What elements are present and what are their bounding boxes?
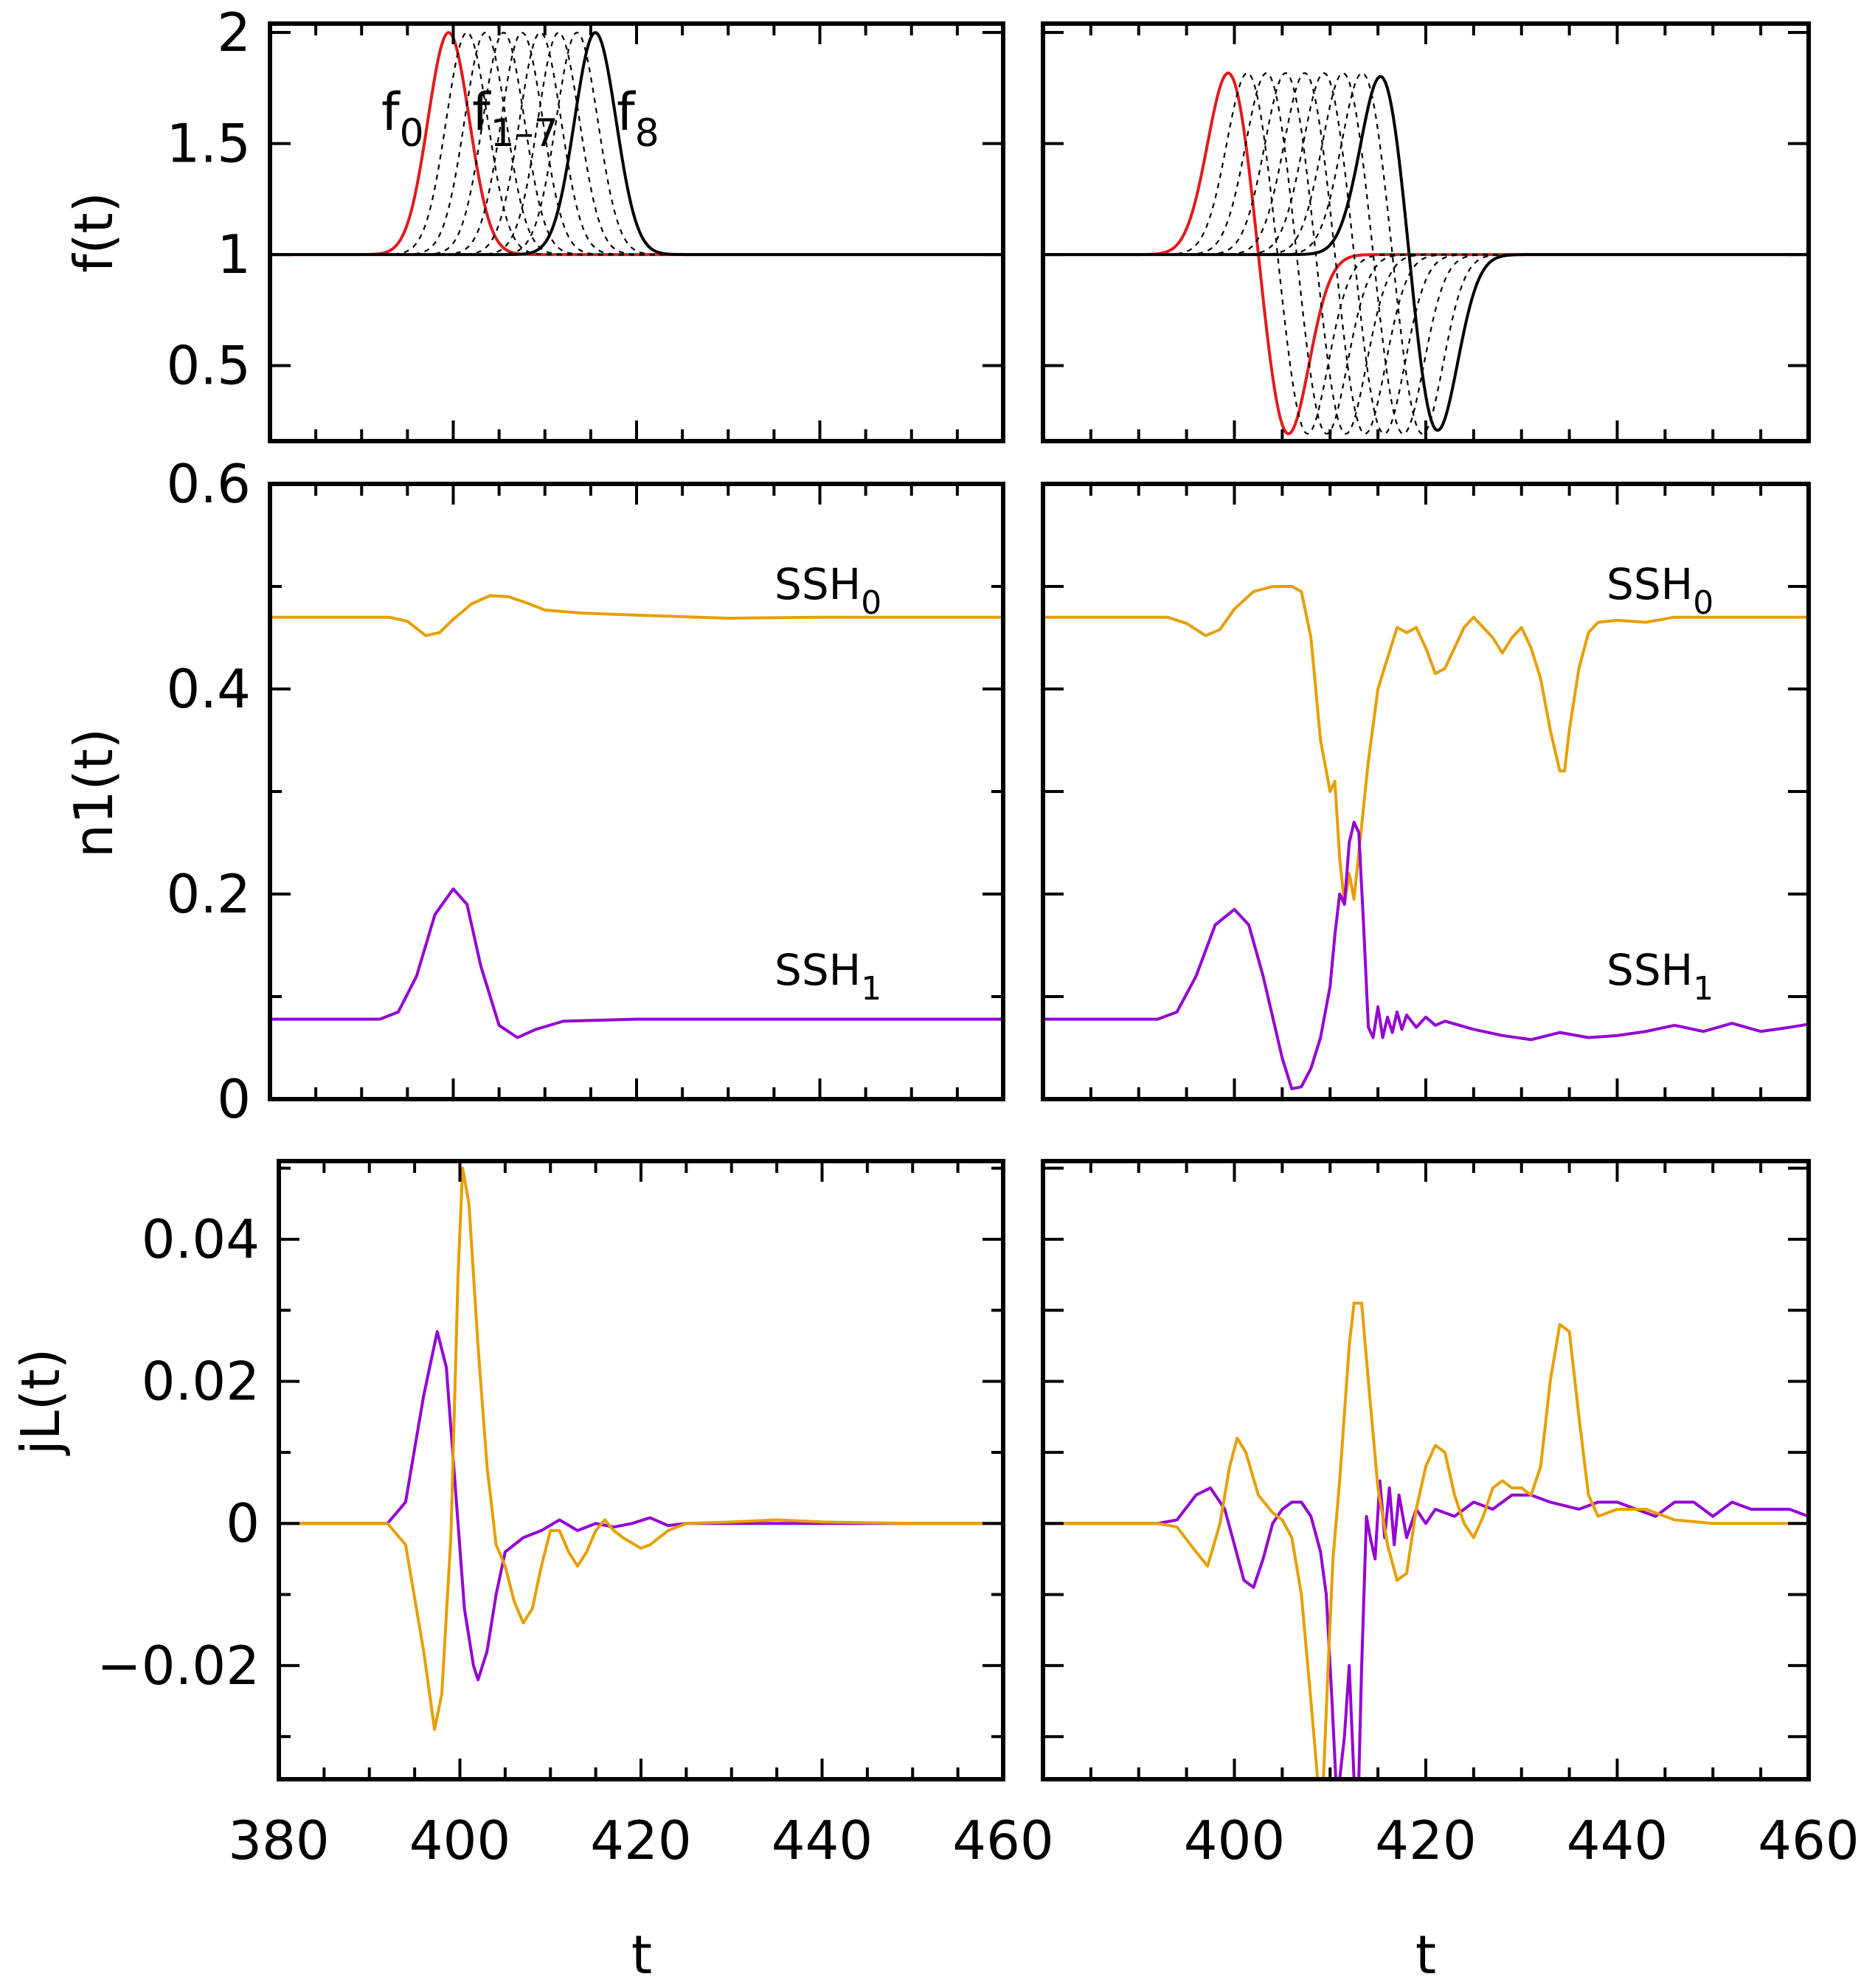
xtick-label-420-jL-left: 420 [590,1809,691,1871]
series-f8-f-left [270,31,1003,257]
ytick-label--0.02-jL-left: −0.02 [97,1635,260,1697]
panel-f-left: 0.5 1 1.5 2 [166,1,1005,443]
ytick-label-0.6-n1-left: 0.6 [166,453,251,515]
series-SSH0-n1-left [270,594,1003,637]
xtick-label-460-jL-left: 460 [952,1809,1053,1871]
xtick-label-440-jL-right: 440 [1567,1809,1668,1871]
panel-jL-left: 380 400 420 440 460 −0.02 0 0.02 0.04 [97,1159,1054,1871]
series-SSH1-jL-left [279,1330,1003,1682]
panel-n1-right [1041,482,1811,1101]
panel-f-right [1041,21,1811,443]
ssh0-label-left: SSH0 [774,559,881,622]
ytick-label-0.2-n1-left: 0.2 [166,863,251,925]
series-SSH0-n1-right [1043,585,1809,906]
ytick-label-0.5-f-left: 0.5 [166,335,251,397]
series-group-f-right [1043,72,1809,436]
xlabel-left: t [631,1924,652,1986]
ytick-label-1.5-f-left: 1.5 [166,113,251,175]
panel-jL-right: 400 420 440 460 [1041,1159,1860,1871]
xtick-label-400-jL-right: 400 [1184,1809,1285,1871]
ytick-label-0.02-jL-left: 0.02 [142,1351,260,1413]
ytick-label-0-jL-left: 0 [226,1492,260,1554]
ytick-label-2-f-left: 2 [217,1,251,63]
ssh0-label-right: SSH0 [1607,559,1713,622]
ytick-label-1-f-left: 1 [217,224,251,285]
series-group-n1-right [1043,585,1809,1091]
ylabel-f: f(t) [63,192,125,273]
xtick-label-440-jL-left: 440 [772,1809,873,1871]
ytick-label-0.04-jL-left: 0.04 [142,1208,260,1270]
series-group-jL-right [1043,1301,1809,1779]
series-group-f-left [270,31,1003,257]
ytick-label-0.4-n1-left: 0.4 [166,658,251,720]
series-group-jL-left [279,1166,1003,1731]
ssh1-label-left: SSH1 [774,945,881,1008]
series-SSH0-jL-right [1043,1301,1809,1779]
xlabel-right: t [1415,1924,1436,1986]
series-SSH1-n1-left [270,887,1003,1039]
series-SSH0-jL-left [279,1166,1003,1731]
xtick-label-380-jL-left: 380 [228,1809,329,1871]
series-f8-f-right [1043,75,1809,432]
ylabel-jL: jL(t) [10,1348,72,1457]
ytick-label-0-n1-left: 0 [217,1068,251,1130]
xtick-label-400-jL-left: 400 [409,1809,510,1871]
ssh1-label-right: SSH1 [1607,945,1713,1008]
f0-label: f0 [381,82,424,156]
f8-label: f8 [617,82,659,156]
series-group-n1-left [270,594,1003,1039]
panel-n1-left: 0 0.2 0.4 0.6 [166,453,1005,1130]
series-SSH1-n1-right [1043,820,1809,1091]
ylabel-n1: n1(t) [63,728,125,858]
xtick-label-460-jL-right: 460 [1758,1809,1859,1871]
f1-7-label: f1–7 [472,82,558,156]
xtick-label-420-jL-right: 420 [1375,1809,1476,1871]
